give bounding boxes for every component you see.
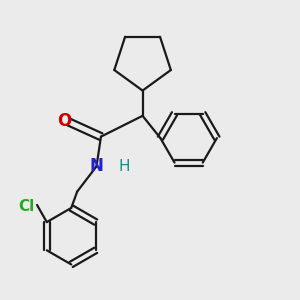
Text: H: H <box>119 159 130 174</box>
Text: Cl: Cl <box>18 199 34 214</box>
Text: O: O <box>58 112 72 130</box>
Text: N: N <box>90 157 104 175</box>
